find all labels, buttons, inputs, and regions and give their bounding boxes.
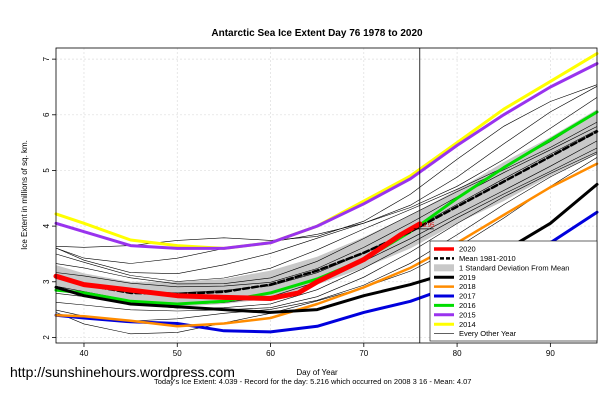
x-tick-label: 70 <box>359 349 368 358</box>
x-tick-label: 40 <box>80 349 89 358</box>
series-line-2018 <box>54 162 599 328</box>
x-tick-label: 50 <box>173 349 182 358</box>
every-other-year-line <box>55 157 598 335</box>
legend-label-2014: 2014 <box>459 320 476 329</box>
every-other-year-line <box>55 121 598 285</box>
legend-label-2017: 2017 <box>459 292 476 301</box>
y-tick-label: 3 <box>42 279 51 284</box>
legend-label-2016: 2016 <box>459 301 476 310</box>
every-other-year-line <box>55 86 598 264</box>
plot-frame <box>55 47 598 344</box>
y-tick-label: 4 <box>42 223 51 228</box>
series-lines <box>53 52 599 334</box>
legend-label-2020: 2020 <box>459 245 476 254</box>
legend-label-2015: 2015 <box>459 310 476 319</box>
legend-label-1-standard-deviation-from-mean: 1 Standard Deviation From Mean <box>459 263 569 272</box>
y-axis-ticks: 2 3 4 5 6 7 <box>42 56 56 340</box>
y-tick-label: 5 <box>42 168 51 173</box>
legend-swatch-1-standard-deviation-from-mean <box>434 264 454 272</box>
every-other-year-line <box>55 97 598 275</box>
series-line-2016 <box>54 110 599 306</box>
x-axis-ticks: 40 50 60 70 80 90 <box>80 343 555 358</box>
series-line-2020 <box>53 221 423 301</box>
current-value-annotation: 3.95 <box>423 223 435 229</box>
legend-label-every-other-year: Every Other Year <box>459 329 517 338</box>
legend-label-mean-1981-2010: Mean 1981-2010 <box>459 254 516 263</box>
every-other-year-line <box>55 126 598 288</box>
y-tick-label: 6 <box>42 112 51 117</box>
every-other-year-line <box>55 151 598 312</box>
y-tick-label: 7 <box>42 56 51 61</box>
x-tick-label: 80 <box>453 349 462 358</box>
legend-label-2019: 2019 <box>459 273 476 282</box>
series-line-mean-1981-2010 <box>54 130 599 296</box>
series-line-2015 <box>54 62 599 250</box>
chart-title: Antarctic Sea Ice Extent Day 76 1978 to … <box>211 28 423 39</box>
footer-text: Today's Ice Extent: 4.039 - Record for t… <box>154 377 471 386</box>
x-tick-label: 60 <box>266 349 275 358</box>
legend-label-2018: 2018 <box>459 282 476 291</box>
y-tick-label: 2 <box>42 335 51 340</box>
x-axis-label: Day of Year <box>296 368 338 377</box>
x-tick-label: 90 <box>546 349 555 358</box>
watermark: http://sunshinehours.wordpress.com <box>10 364 235 380</box>
legend-box <box>429 240 598 342</box>
y-axis-label: Ice Extent in millions of sq. km. <box>20 140 29 250</box>
